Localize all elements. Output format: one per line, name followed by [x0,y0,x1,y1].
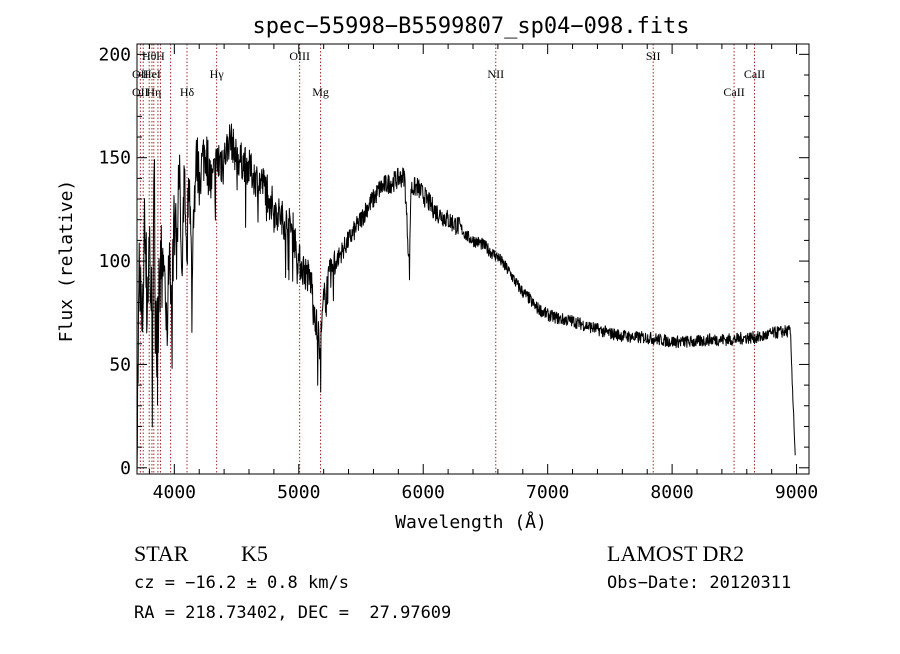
x-tick-label: 5000 [277,482,320,503]
line-label: CaII [723,85,744,99]
line-label: CaII [744,67,765,81]
x-tick-label: 6000 [402,482,445,503]
y-tick-label: 150 [98,148,131,169]
y-axis-label: Flux (relative) [56,180,77,343]
line-label: Hγ [210,67,225,81]
line-label: OII [132,67,149,81]
axis-ticks: 4000 5000 6000 7000 8000 9000 0 50 100 150 200 [98,44,818,503]
line-label: SII [646,49,661,63]
x-tick-label: 4000 [153,482,196,503]
line-label: Hθ [142,49,157,63]
spectrum-line [136,123,796,475]
line-label: Hδ [180,85,195,99]
y-tick-label: 100 [98,251,131,272]
line-label: H [156,49,165,63]
redshift-velocity: cz = −16.2 ± 0.8 km/s [134,573,349,593]
chart-title: spec−55998−B5599807_sp04−098.fits [252,14,689,39]
line-label: Mg [312,85,329,99]
x-axis-label: Wavelength (Å) [395,511,547,533]
line-label: OII [132,85,149,99]
y-tick-label: 0 [120,458,131,479]
survey-name: LAMOST DR2 [607,541,745,566]
emission-line-markers [139,44,755,474]
x-tick-label: 9000 [775,482,818,503]
spectrum-plot [136,123,796,475]
line-label: NII [487,67,504,81]
x-tick-label: 8000 [650,482,693,503]
x-tick-label: 7000 [526,482,569,503]
coordinates: RA = 218.73402, DEC = 27.97609 [134,603,452,623]
line-label: Hη [146,85,161,99]
object-subclass: K5 [241,541,268,566]
object-class: STAR [134,541,189,566]
y-tick-label: 200 [98,44,131,65]
plot-frame [136,43,810,475]
observation-date: Obs−Date: 20120311 [607,573,792,593]
line-label: OIII [289,49,310,63]
y-tick-label: 50 [109,354,131,375]
line-label: HeI [143,67,161,81]
